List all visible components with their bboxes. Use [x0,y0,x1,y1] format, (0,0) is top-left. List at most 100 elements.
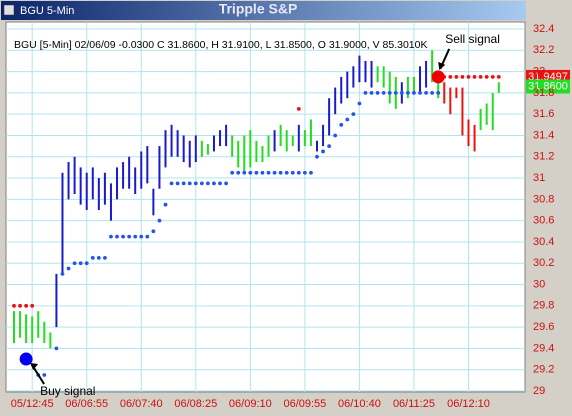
stop-dot [315,154,319,159]
signal-label: Buy signal [40,384,95,398]
y-tick-label: 32 [533,65,545,77]
y-tick-label: 31 [533,172,545,184]
stop-dot [54,346,59,351]
stop-dot [212,181,216,186]
y-tick-label: 30.2 [533,257,554,269]
stop-dot [103,256,107,260]
signal-arrow-head [438,61,446,70]
stop-dot [218,181,222,186]
stop-dot [284,170,289,175]
y-tick-label: 30 [533,278,545,290]
stop-dot [236,170,241,175]
signal-label: Sell signal [445,32,500,46]
stop-dot [30,303,35,308]
y-tick-label: 31.6 [533,108,554,120]
stop-dot [460,75,465,79]
stop-dot [393,90,398,95]
stop-dot [181,181,186,186]
stop-dot [478,75,483,79]
price-tag-label: 31.8600 [528,80,568,92]
stop-dot [472,75,477,79]
stop-dot [193,181,198,186]
stop-dot [448,75,453,79]
y-tick-label: 29.6 [533,321,554,333]
stop-dot [496,75,501,79]
stop-dot [345,117,350,122]
stop-dot [96,256,101,260]
stop-dot [199,181,204,186]
stop-dot [272,170,277,175]
y-tick-label: 30.8 [533,193,554,205]
y-tick-label: 32.2 [533,44,554,56]
stop-dot [24,303,29,308]
stop-dot [60,271,65,276]
stop-dot [18,303,22,308]
stop-dot [430,90,435,95]
plot-area [5,21,526,393]
stop-dot [436,90,441,95]
stop-dot [90,256,95,260]
chart-title: Tripple S&P [219,1,298,17]
y-tick-label: 29.4 [533,342,554,354]
stop-dot [369,90,374,95]
stop-dot [78,261,83,266]
stop-dot [133,234,138,239]
stop-dot [357,101,362,106]
stop-dot [339,122,344,127]
stop-dot [151,229,156,234]
y-tick-label: 31.8 [533,87,554,99]
stop-dot [296,106,301,111]
stop-dot [490,75,495,79]
x-tick-label: 06/11:25 [393,398,435,410]
stop-dot [418,90,422,95]
y-tick-label: 29 [533,385,545,397]
stop-dot [84,261,89,266]
y-tick-label: 29.8 [533,300,554,312]
stop-dot [266,170,271,175]
stop-dot [484,75,489,79]
window-title: BGU 5-Min [20,5,74,17]
stop-dot [333,133,338,138]
stop-dot [42,373,47,377]
signal-arrow-head [30,363,39,371]
signal-marker [431,70,445,84]
stop-dot [157,218,162,223]
stop-dot [187,181,192,186]
stop-dot [399,90,404,95]
y-tick-label: 31.4 [533,129,554,141]
y-tick-label: 31.2 [533,151,554,163]
stop-dot [363,90,368,95]
stop-dot [145,234,150,239]
stop-dot [309,170,313,175]
x-tick-label: 06/07:40 [120,398,163,410]
x-tick-label: 05/12:45 [11,398,54,410]
stop-dot [327,144,332,149]
stop-dot [248,170,253,175]
x-tick-label: 06/09:55 [283,398,326,410]
stop-dot [242,170,247,175]
stop-dot [206,181,210,186]
stop-dot [412,90,416,95]
x-tick-label: 06/08:25 [174,398,217,410]
stop-dot [163,202,168,207]
stop-dot [230,170,235,175]
stop-dot [115,234,119,239]
stop-dot [375,90,380,95]
stop-dot [321,149,325,154]
stop-dot [387,90,392,95]
stop-dot [278,170,283,175]
stop-dot [72,261,77,266]
stop-dot [296,170,301,175]
y-tick-label: 30.6 [533,215,554,227]
stop-dot [290,170,295,175]
x-tick-label: 06/06:55 [65,398,108,410]
y-tick-label: 32.4 [533,23,554,35]
stop-dot [454,75,459,79]
y-tick-label: 29.2 [533,364,554,376]
stop-dot [66,266,71,271]
stop-dot [169,181,174,186]
window-icon [3,4,15,16]
title-bar [1,1,526,20]
stop-dot [424,90,428,95]
